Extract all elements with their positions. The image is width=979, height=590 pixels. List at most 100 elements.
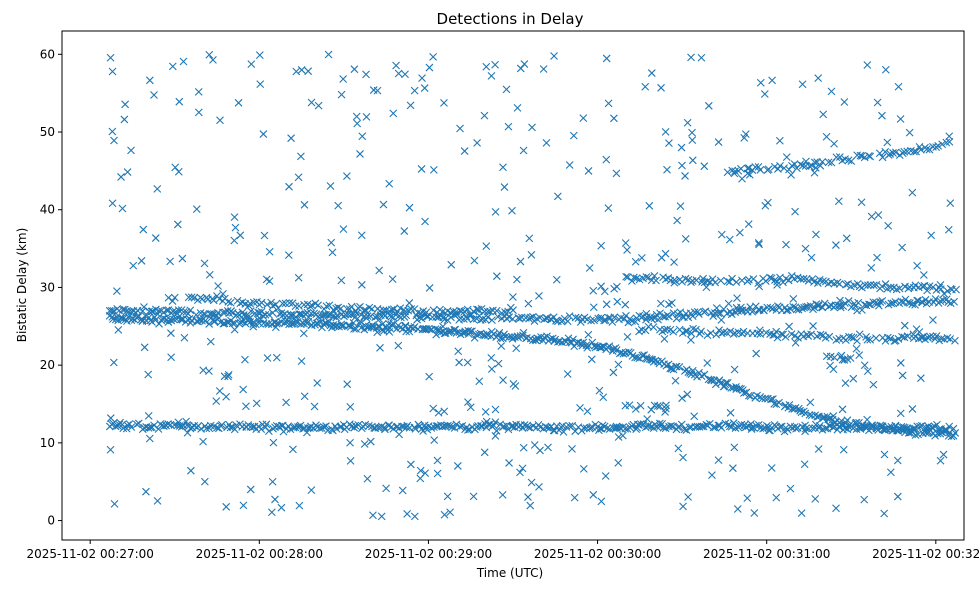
data-point xyxy=(307,486,316,494)
data-point xyxy=(565,161,574,169)
data-point xyxy=(625,401,634,410)
data-point xyxy=(841,379,850,387)
data-point xyxy=(909,330,918,339)
data-point xyxy=(800,460,809,469)
data-point xyxy=(952,285,961,294)
data-point xyxy=(853,337,861,345)
data-point xyxy=(300,200,309,209)
data-point xyxy=(897,297,906,306)
data-point xyxy=(603,424,611,433)
data-point xyxy=(631,405,640,413)
data-point xyxy=(209,296,218,305)
data-point xyxy=(313,379,322,387)
data-point xyxy=(662,361,671,370)
data-point xyxy=(268,308,277,317)
data-point xyxy=(649,323,658,332)
data-point xyxy=(164,293,173,302)
data-point xyxy=(576,403,584,412)
data-point xyxy=(754,238,763,247)
data-point xyxy=(271,300,280,309)
data-point xyxy=(779,278,787,287)
data-point xyxy=(706,329,715,337)
data-point xyxy=(805,162,814,171)
data-point xyxy=(294,273,303,282)
data-point xyxy=(798,161,807,170)
data-point xyxy=(883,333,892,342)
data-point xyxy=(535,482,543,491)
data-point xyxy=(595,386,604,395)
data-point xyxy=(535,291,543,300)
data-point xyxy=(127,423,136,432)
x-axis: 2025-11-02 00:27:00 2025-11-02 00:28:00 20… xyxy=(26,540,979,561)
data-point xyxy=(887,299,896,308)
data-point xyxy=(322,302,331,311)
data-point xyxy=(259,312,267,320)
data-point xyxy=(683,118,692,127)
data-point xyxy=(287,134,295,143)
data-point xyxy=(220,372,229,381)
data-point xyxy=(814,301,823,310)
data-point xyxy=(936,297,945,306)
data-point xyxy=(357,231,366,240)
data-point xyxy=(343,380,352,389)
data-point xyxy=(683,327,691,335)
data-point xyxy=(623,246,631,254)
data-point xyxy=(703,359,712,367)
data-point xyxy=(770,399,779,408)
data-point xyxy=(299,329,308,338)
data-point xyxy=(153,184,162,193)
data-point xyxy=(263,354,272,362)
data-point xyxy=(909,424,918,433)
x-tick-label: 2025-11-02 00:29:00 xyxy=(365,547,492,561)
data-point xyxy=(842,280,850,289)
data-point xyxy=(844,422,853,431)
data-point xyxy=(785,322,793,331)
data-point xyxy=(418,74,426,83)
data-point xyxy=(352,309,361,318)
data-point xyxy=(499,376,507,385)
data-point xyxy=(356,317,365,326)
data-point xyxy=(482,417,491,426)
data-point xyxy=(403,509,412,518)
data-point xyxy=(446,508,454,517)
data-point xyxy=(492,426,501,435)
data-point xyxy=(786,484,795,493)
data-point xyxy=(215,387,224,395)
data-point xyxy=(813,412,822,421)
data-point xyxy=(272,353,281,362)
data-point xyxy=(614,458,623,467)
data-point xyxy=(106,53,115,62)
data-point xyxy=(411,424,420,433)
data-point xyxy=(702,283,711,292)
data-point xyxy=(365,421,373,430)
data-point xyxy=(687,329,696,338)
data-point xyxy=(689,324,697,333)
data-point xyxy=(328,248,337,257)
data-point xyxy=(440,407,449,416)
data-point xyxy=(900,321,909,330)
data-point xyxy=(922,145,931,154)
data-point xyxy=(799,274,808,283)
data-point xyxy=(356,150,364,158)
data-point xyxy=(518,464,527,473)
data-point xyxy=(497,342,506,350)
data-point xyxy=(230,213,239,222)
y-tick-label: 20 xyxy=(40,358,55,372)
data-point xyxy=(716,276,725,285)
data-point xyxy=(263,300,272,309)
data-point xyxy=(325,301,334,310)
data-point xyxy=(285,298,294,307)
data-point xyxy=(405,299,414,307)
data-point xyxy=(199,437,207,446)
data-point xyxy=(754,305,763,314)
data-point xyxy=(287,320,296,328)
data-point xyxy=(579,464,588,473)
data-point xyxy=(224,370,233,379)
data-point xyxy=(209,55,217,64)
data-point xyxy=(119,314,128,323)
data-point xyxy=(473,138,481,147)
data-point xyxy=(563,370,572,378)
data-point xyxy=(679,502,687,511)
data-point xyxy=(880,425,889,434)
data-point xyxy=(277,503,286,512)
